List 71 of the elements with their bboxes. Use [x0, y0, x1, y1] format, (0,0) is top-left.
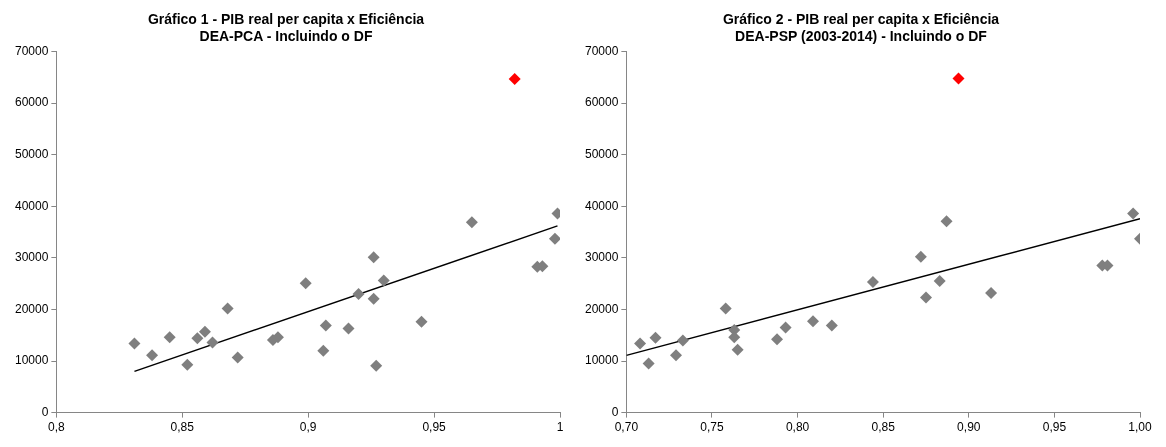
point — [676, 334, 689, 347]
y-tick-label: 0 — [41, 404, 49, 419]
chart-title: Gráfico 2 - PIB real per capita x Eficiência DEA-PSP (2003-2014) - Incluindo o DF — [722, 11, 1000, 45]
point — [163, 331, 176, 344]
x-tick-label: 1,00 — [1128, 420, 1152, 435]
point — [779, 321, 792, 334]
y-tick-label: 50000 — [584, 147, 619, 162]
point — [342, 322, 355, 335]
point — [952, 72, 965, 85]
y-tick-label: 0 — [611, 404, 619, 419]
y-tick-label: 10000 — [584, 353, 619, 368]
point — [352, 287, 365, 300]
point — [649, 331, 662, 344]
point — [146, 349, 159, 362]
x-tick-label: 0,75 — [700, 420, 724, 435]
x-tick-label: 0,85 — [170, 420, 195, 435]
point — [731, 343, 744, 356]
x-tick-label: 0,80 — [785, 420, 810, 435]
point — [914, 250, 927, 263]
y-tick-label: 30000 — [584, 250, 619, 265]
point — [940, 215, 953, 228]
point — [319, 319, 332, 332]
x-tick-label: 0,90 — [957, 420, 981, 435]
point — [231, 351, 244, 364]
point — [367, 292, 380, 305]
point — [719, 302, 732, 315]
point — [1127, 207, 1140, 220]
point — [548, 232, 560, 245]
point — [866, 276, 879, 289]
point — [771, 333, 784, 346]
point — [377, 274, 390, 287]
y-tick-label: 70000 — [14, 43, 49, 58]
y-tick-label: 70000 — [584, 43, 619, 58]
point — [367, 251, 380, 264]
y-tick-label: 40000 — [14, 198, 49, 213]
point — [191, 332, 204, 345]
y-tick-label: 20000 — [14, 301, 49, 316]
point — [198, 325, 211, 338]
x-tick-label: 0,8 — [48, 420, 66, 435]
x-tick-label: 1 — [556, 420, 564, 435]
y-tick-label: 60000 — [14, 95, 49, 110]
x-tick-label: 0,85 — [871, 420, 896, 435]
x-tick-label: 0,95 — [422, 420, 447, 435]
point — [128, 337, 141, 350]
y-tick-label: 40000 — [584, 198, 619, 213]
point — [985, 286, 998, 299]
point — [806, 315, 819, 328]
point — [181, 358, 194, 371]
point — [508, 72, 521, 85]
chart-title: Gráfico 1 - PIB real per capita x Eficiência DEA-PCA - Incluindo o DF — [147, 11, 425, 45]
point — [919, 291, 932, 304]
point — [642, 357, 655, 370]
point — [299, 277, 312, 290]
point — [317, 344, 330, 357]
point — [206, 336, 219, 349]
point — [465, 216, 478, 229]
y-tick-label: 10000 — [14, 353, 49, 368]
x-tick-label: 0,95 — [1042, 420, 1067, 435]
point — [634, 337, 647, 350]
x-tick-label: 0,70 — [614, 420, 639, 435]
point — [825, 319, 838, 332]
point — [415, 315, 428, 328]
point — [670, 349, 683, 362]
y-tick-label: 60000 — [584, 95, 619, 110]
point — [370, 359, 383, 372]
y-tick-label: 20000 — [584, 301, 619, 316]
y-tick-label: 30000 — [14, 250, 49, 265]
point — [933, 275, 946, 288]
x-tick-label: 0,9 — [299, 420, 317, 435]
point — [221, 302, 234, 315]
y-tick-label: 50000 — [14, 147, 49, 162]
